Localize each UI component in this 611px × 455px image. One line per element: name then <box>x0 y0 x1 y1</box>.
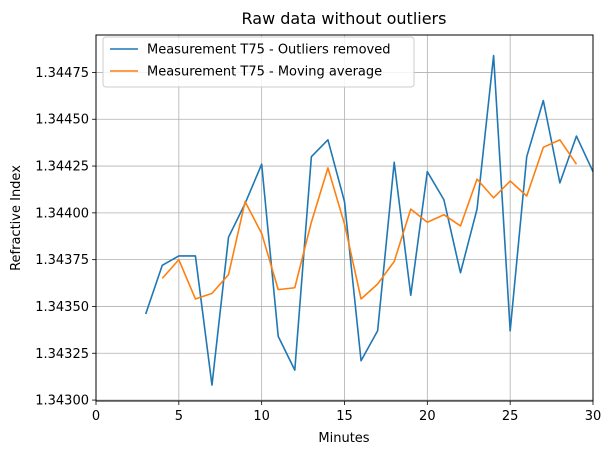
legend-box <box>102 36 415 88</box>
y-tick-label: 1.34325 <box>35 347 89 362</box>
y-tick-label: 1.34300 <box>35 394 89 409</box>
series-line-2 <box>161 139 578 300</box>
x-axis-label: Minutes <box>318 431 369 446</box>
y-axis-label: Refractive Index <box>9 165 24 271</box>
x-tick-label: 30 <box>585 409 602 424</box>
x-tick-label: 5 <box>175 409 183 424</box>
axis-ticks: 0 5 10 15 20 25 30 1.34300 1.34325 1.34350 1.34375… <box>35 66 601 424</box>
x-tick-label: 0 <box>92 409 100 424</box>
legend-label-2: Measurement T75 - Moving average <box>147 65 382 80</box>
chart-title: Raw data without outliers <box>242 9 447 28</box>
legend: Measurement T75 - Outliers removed Measur… <box>102 36 415 88</box>
legend-label-1: Measurement T75 - Outliers removed <box>147 43 390 58</box>
y-tick-label: 1.34425 <box>35 160 89 175</box>
series-line-1 <box>144 54 594 386</box>
y-tick-label: 1.34450 <box>35 113 89 128</box>
x-tick-label: 15 <box>336 409 353 424</box>
x-tick-label: 10 <box>253 409 270 424</box>
x-tick-label: 20 <box>419 409 436 424</box>
y-tick-label: 1.34375 <box>35 253 89 268</box>
y-tick-label: 1.34350 <box>35 300 89 315</box>
y-tick-label: 1.34475 <box>35 66 89 81</box>
y-tick-label: 1.34400 <box>35 206 89 221</box>
x-tick-label: 25 <box>502 409 519 424</box>
series-layer <box>144 54 594 386</box>
